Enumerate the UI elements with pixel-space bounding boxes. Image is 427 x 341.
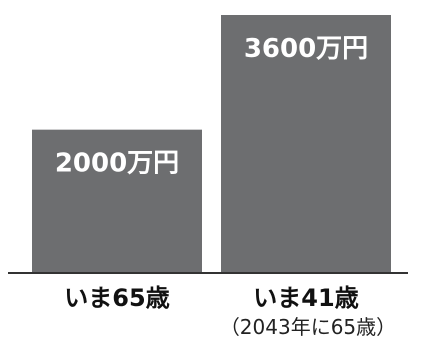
bar-value-label-2: 3600万円 [244,34,368,64]
category-label-1: いま65歳 [64,284,169,312]
bar-value-label-1: 2000万円 [55,149,179,179]
bars-group [32,15,391,273]
bar-1 [32,129,202,273]
category-label-2: いま41歳 [253,284,358,312]
bar-2 [221,15,391,273]
category-sublabel-2: （2043年に65歳） [220,315,396,339]
